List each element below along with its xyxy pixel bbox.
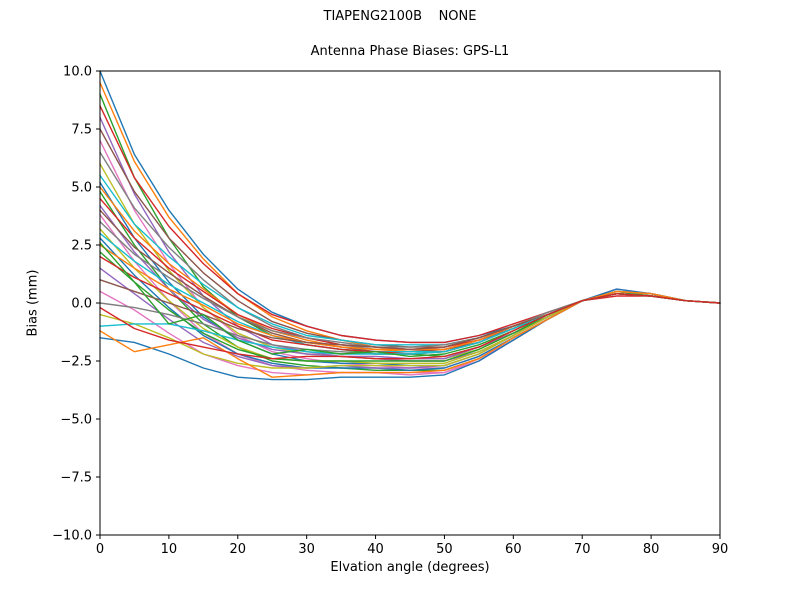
bias-curve <box>99 105 721 344</box>
bias-curve <box>99 290 721 378</box>
x-tick-label: 80 <box>643 542 660 557</box>
y-tick-label: −7.5 <box>60 471 92 486</box>
y-tick-label: 0.0 <box>71 297 92 312</box>
x-tick-label: 10 <box>161 542 178 557</box>
y-tick-label: 2.5 <box>71 239 92 254</box>
bias-curve <box>99 288 721 381</box>
y-tick-label: −2.5 <box>60 355 92 370</box>
x-tick-label: 60 <box>505 542 522 557</box>
x-tick-label: 90 <box>712 542 729 557</box>
y-tick-label: −10.0 <box>52 529 92 544</box>
bias-curve <box>99 139 721 369</box>
bias-curve <box>99 181 721 367</box>
bias-curve <box>99 237 721 371</box>
y-tick-label: 7.5 <box>71 123 92 138</box>
axes-frame <box>99 70 721 536</box>
bias-curve <box>99 290 721 376</box>
x-axis-label: Elvation angle (degrees) <box>330 560 490 575</box>
x-tick-label: 0 <box>96 542 104 557</box>
x-tick-label: 70 <box>574 542 591 557</box>
bias-curve <box>99 70 721 344</box>
bias-curve <box>99 116 721 362</box>
axes-title: Antenna Phase Biases: GPS-L1 <box>310 44 510 59</box>
y-tick-label: 10.0 <box>63 65 92 80</box>
bias-curve <box>99 293 721 360</box>
figure-suptitle: TIAPENG2100B NONE <box>323 9 477 24</box>
y-tick-label: 5.0 <box>71 181 92 196</box>
x-tick-label: 20 <box>230 542 247 557</box>
bias-curve <box>99 163 721 360</box>
y-tick-label: −5.0 <box>60 413 92 428</box>
x-tick-label: 30 <box>298 542 315 557</box>
x-tick-label: 50 <box>436 542 453 557</box>
x-tick-label: 40 <box>367 542 384 557</box>
